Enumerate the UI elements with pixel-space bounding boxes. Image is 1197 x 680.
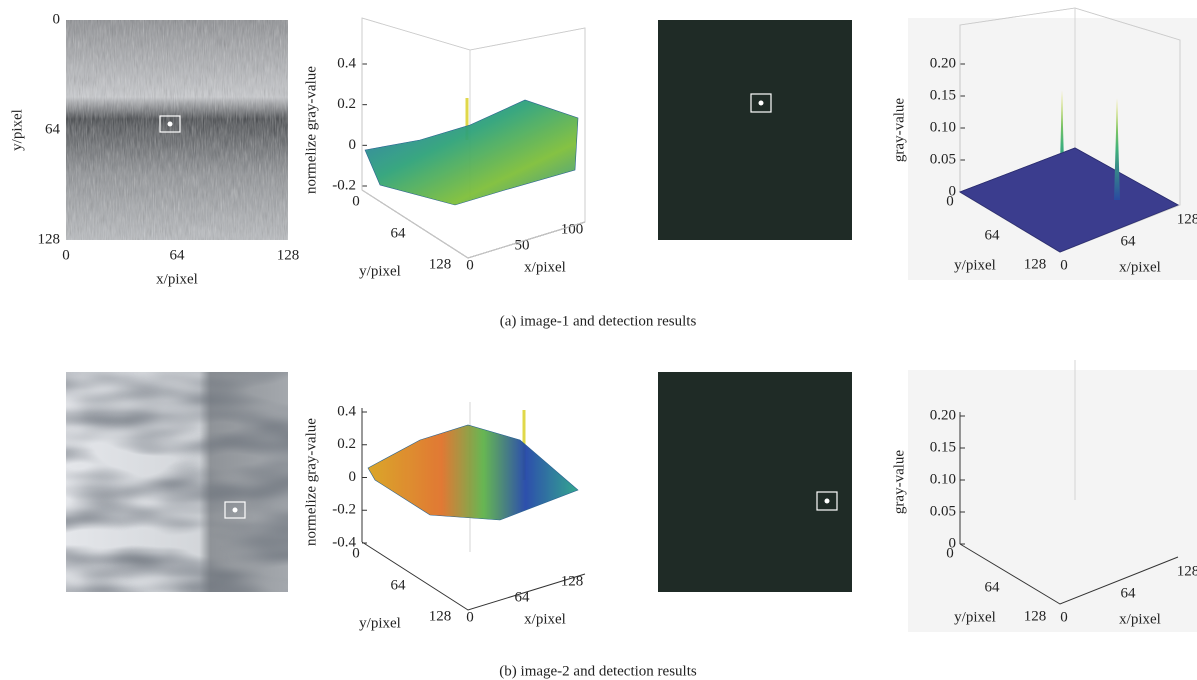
y-axis-label: y/pixel [359, 615, 401, 631]
z-tick-label: 0.20 [930, 407, 956, 423]
z-axis-label: gray-value [891, 450, 907, 514]
detection-target [824, 498, 830, 504]
base-edges [959, 543, 1179, 605]
x-tick-label: 0 [466, 257, 474, 273]
x-tick-label: 0 [1060, 257, 1068, 273]
x-axis-label: x/pixel [156, 271, 198, 287]
x-axis-label: x/pixel [1119, 259, 1161, 275]
y-tick-label: 0 [946, 193, 954, 209]
detection-image [658, 20, 852, 240]
x-tick-label: 100 [561, 221, 584, 237]
caption: (b) image-2 and detection results [499, 663, 697, 679]
y-tick-label: 128 [1024, 256, 1047, 272]
y-tick-label: 0 [946, 545, 954, 561]
plot-bg [908, 370, 1197, 632]
z-tick-label: 0 [349, 137, 357, 153]
y-tick-label: 64 [391, 577, 407, 593]
x-tick-label: 64 [170, 247, 186, 263]
x-axis-label: x/pixel [524, 611, 566, 627]
x-axis-label: x/pixel [1119, 611, 1161, 627]
x-tick-label: 0 [1060, 609, 1068, 625]
image-texture [66, 372, 288, 592]
result-peak [1114, 98, 1120, 200]
y-tick-label: 64 [985, 579, 1001, 595]
target [167, 121, 173, 127]
z-tick-label: 0.2 [337, 436, 356, 452]
y-tick-label: 128 [38, 231, 61, 247]
x-tick-label: 128 [277, 247, 300, 263]
y-tick-label: 0 [352, 193, 360, 209]
detection-target [758, 100, 764, 106]
image-texture [66, 20, 288, 240]
z-axis-label: normelize gray-value [303, 418, 319, 546]
y-tick-label: 0 [352, 545, 360, 561]
z-tick-label: 0.2 [337, 96, 356, 112]
target-box [224, 501, 246, 519]
panel-row [66, 360, 1197, 632]
y-tick-label: 64 [391, 225, 407, 241]
z-tick-label: 0.10 [930, 471, 956, 487]
x-tick-label: 64 [1121, 233, 1137, 249]
panel-row [66, 8, 1197, 280]
x-tick-label: 128 [1177, 563, 1197, 579]
base-edges [361, 189, 586, 259]
z-tick-label: 0 [949, 183, 957, 199]
y-tick-label: 128 [1024, 608, 1047, 624]
result-plane [959, 147, 1179, 253]
y-tick-label: 128 [429, 256, 452, 272]
x-tick-label: 64 [1121, 585, 1137, 601]
z-tick-label: 0 [949, 535, 957, 551]
x-axis-label: x/pixel [524, 259, 566, 275]
x-tick-label: 128 [1177, 211, 1197, 227]
y-tick-label: 128 [429, 608, 452, 624]
detection-box [816, 491, 838, 511]
z-tick-label: 0.20 [930, 55, 956, 71]
target [232, 507, 238, 513]
detection-image [658, 372, 852, 592]
x-tick-label: 0 [62, 247, 70, 263]
x-tick-label: 50 [515, 237, 530, 253]
z-tick-label: 0.05 [930, 151, 956, 167]
x-tick-label: 128 [561, 573, 584, 589]
z-axis-label: gray-value [891, 98, 907, 162]
caption: (a) image-1 and detection results [500, 313, 697, 329]
z-tick-label: 0.15 [930, 439, 956, 455]
y-tick-label: 64 [985, 227, 1001, 243]
z-tick-label: 0.4 [337, 403, 356, 419]
surface [367, 424, 579, 521]
y-axis-label: y/pixel [9, 109, 25, 151]
y-tick-label: 0 [53, 11, 61, 27]
y-axis-label: y/pixel [954, 609, 996, 625]
surface [364, 99, 579, 206]
z-tick-label: -0.4 [332, 534, 356, 550]
detection-box [750, 93, 772, 113]
x-tick-label: 0 [466, 609, 474, 625]
base-edges [361, 541, 586, 611]
x-tick-label: 64 [515, 589, 531, 605]
z-tick-label: 0 [349, 469, 357, 485]
z-tick-label: 0.4 [337, 55, 356, 71]
z-axis-label: normelize gray-value [303, 66, 319, 194]
y-tick-label: 64 [45, 121, 61, 137]
target-box [159, 115, 181, 133]
axes-box [361, 17, 586, 259]
y-axis-label: y/pixel [359, 263, 401, 279]
z-tick-label: 0.15 [930, 87, 956, 103]
z-tick-label: 0.10 [930, 119, 956, 135]
y-axis-label: y/pixel [954, 257, 996, 273]
z-tick-label: -0.2 [332, 502, 356, 518]
z-tick-label: -0.2 [332, 177, 356, 193]
z-tick-label: 0.05 [930, 503, 956, 519]
